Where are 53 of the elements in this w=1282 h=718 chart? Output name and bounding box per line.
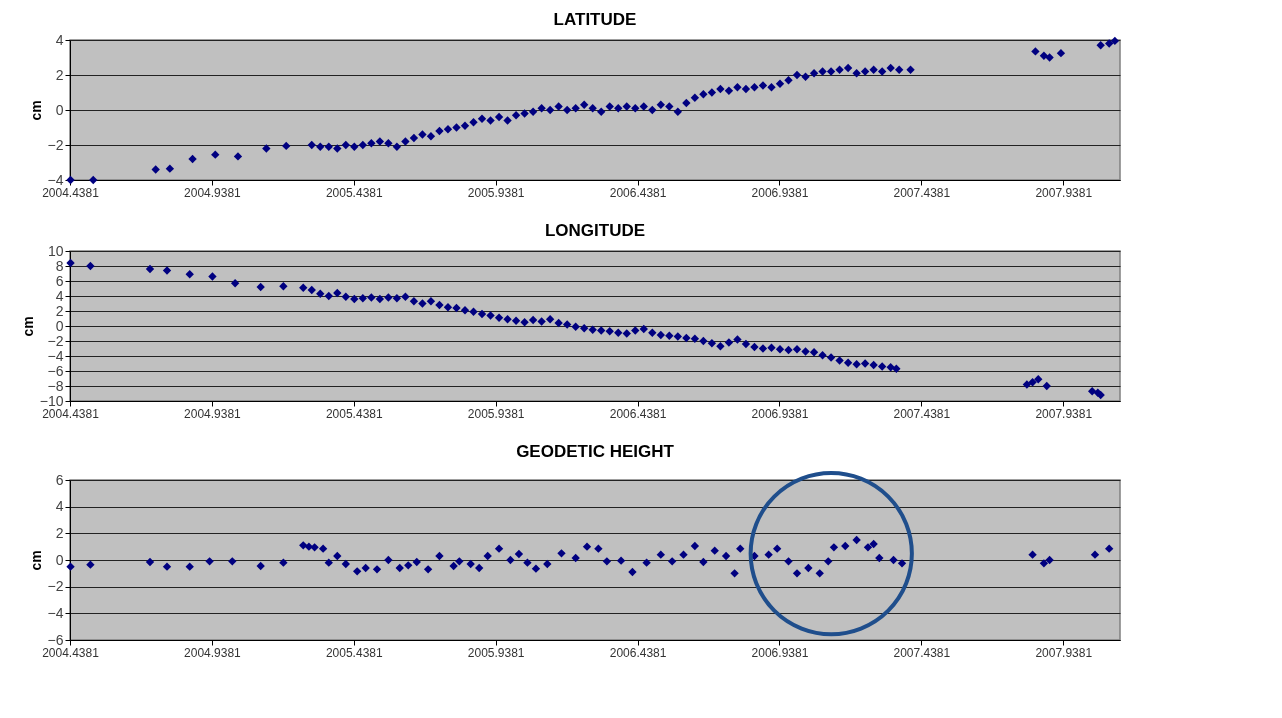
y-tick-label: 10 bbox=[47, 242, 64, 259]
y-tick-label: −6 bbox=[47, 362, 64, 379]
y-tick-label: 4 bbox=[55, 31, 64, 48]
x-tick-label: 2006.4381 bbox=[609, 645, 667, 660]
y-tick-label: −6 bbox=[47, 631, 64, 648]
y-tick-label: −2 bbox=[47, 136, 64, 153]
y-tick-label: 4 bbox=[55, 287, 64, 304]
chart-title: LONGITUDE bbox=[544, 221, 646, 240]
y-tick-label: −4 bbox=[47, 604, 64, 621]
x-tick-label: 2005.9381 bbox=[467, 406, 525, 421]
x-tick-label: 2006.9381 bbox=[751, 645, 809, 660]
y-tick-label: 2 bbox=[55, 302, 64, 319]
x-tick-label: 2005.9381 bbox=[467, 185, 525, 200]
y-tick-label: −4 bbox=[47, 347, 64, 364]
chart-title: GEODETIC HEIGHT bbox=[516, 441, 675, 461]
y-tick-label: 2 bbox=[55, 66, 64, 83]
y-axis-title: cm bbox=[19, 316, 36, 337]
y-axis-title: cm bbox=[27, 550, 44, 571]
x-tick-label: 2007.9381 bbox=[1035, 185, 1093, 200]
y-tick-label: −2 bbox=[47, 578, 64, 595]
x-tick-label: 2007.9381 bbox=[1035, 645, 1093, 660]
y-tick-label: 6 bbox=[55, 272, 64, 289]
y-tick-label: 0 bbox=[55, 551, 64, 568]
y-tick-label: −2 bbox=[47, 332, 64, 349]
x-tick-label: 2006.4381 bbox=[609, 406, 667, 421]
x-tick-label: 2005.4381 bbox=[325, 406, 383, 421]
y-axis-title: cm bbox=[27, 100, 44, 121]
y-tick-label: −10 bbox=[39, 392, 64, 409]
y-tick-label: 0 bbox=[55, 101, 64, 118]
y-tick-label: −8 bbox=[47, 377, 64, 394]
y-tick-label: −4 bbox=[47, 171, 64, 188]
x-tick-label: 2004.9381 bbox=[184, 185, 242, 200]
x-tick-label: 2005.4381 bbox=[325, 185, 383, 200]
x-tick-label: 2007.9381 bbox=[1035, 406, 1093, 421]
x-tick-label: 2004.4381 bbox=[42, 185, 100, 200]
x-tick-label: 2007.4381 bbox=[893, 406, 951, 421]
x-tick-label: 2006.4381 bbox=[609, 185, 667, 200]
x-tick-label: 2005.9381 bbox=[467, 645, 525, 660]
x-tick-label: 2004.4381 bbox=[42, 406, 100, 421]
x-tick-label: 2006.9381 bbox=[751, 185, 809, 200]
y-tick-label: 2 bbox=[55, 524, 64, 541]
y-tick-label: 6 bbox=[55, 471, 64, 488]
y-tick-label: 0 bbox=[55, 317, 64, 334]
y-tick-label: 8 bbox=[55, 257, 64, 274]
x-tick-label: 2004.4381 bbox=[42, 645, 100, 660]
x-tick-label: 2006.9381 bbox=[751, 406, 809, 421]
x-tick-label: 2007.4381 bbox=[893, 185, 951, 200]
y-tick-label: 4 bbox=[55, 498, 64, 515]
x-tick-label: 2005.4381 bbox=[325, 645, 383, 660]
chart-title: LATITUDE bbox=[553, 10, 637, 29]
x-tick-label: 2004.9381 bbox=[184, 645, 242, 660]
x-tick-label: 2004.9381 bbox=[184, 406, 242, 421]
x-tick-label: 2007.4381 bbox=[893, 645, 951, 660]
